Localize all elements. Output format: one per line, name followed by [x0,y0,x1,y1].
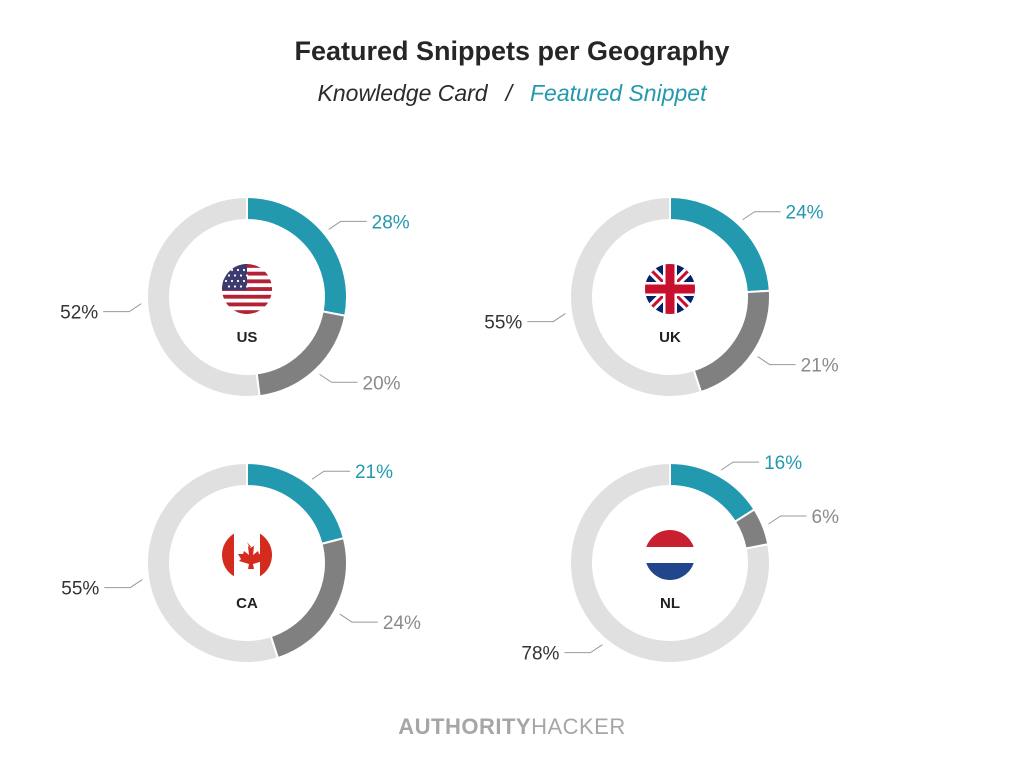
leader-line [103,303,142,313]
data-label-featured-snippet: 24% [786,203,824,224]
leader-line [527,313,566,323]
leader-line [757,356,796,366]
slice-other [146,195,261,398]
uk-flag-icon [645,264,695,314]
data-label-other: 52% [60,303,98,324]
data-label-featured-snippet: 21% [355,462,393,483]
data-label-featured-snippet: 28% [372,212,410,233]
slice-featured-snippet [246,461,346,546]
leader-line [768,515,807,525]
donut-ca: 21% 24% 55% CA [61,461,421,664]
us-flag-icon [222,264,272,314]
data-label-other: 55% [484,313,522,334]
data-label-other: 78% [521,644,559,665]
donut-nl: 16% 6% 78% NL [521,453,839,665]
chart-title: Featured Snippets per Geography [294,36,730,66]
legend-featured-snippet: Featured Snippet [530,80,707,106]
slice-other [569,195,703,398]
data-label-knowledge-card: 24% [383,613,421,634]
donut-us: 28% 20% 52% US [60,195,410,398]
slice-knowledge-card [692,289,771,394]
nl-flag-icon [645,530,695,580]
leader-line [339,613,378,623]
data-label-other: 55% [61,579,99,600]
leader-line [564,644,603,654]
data-label-knowledge-card: 6% [812,507,840,528]
data-label-knowledge-card: 21% [801,356,839,377]
leader-line [319,373,358,383]
country-label: CA [236,595,258,612]
data-label-knowledge-card: 20% [363,373,401,394]
leader-line [720,461,760,471]
leader-line [328,220,367,230]
legend: Knowledge Card / Featured Snippet [0,80,1024,107]
donut-uk: 24% 21% 55% UK [484,195,839,398]
leader-line [104,579,143,589]
data-label-featured-snippet: 16% [764,453,802,474]
country-label: UK [659,329,681,346]
slice-featured-snippet [669,461,756,524]
slice-knowledge-card [269,536,348,660]
country-label: NL [660,595,680,612]
brand-logo: AUTHORITYHACKER [398,714,626,739]
slice-other [146,461,280,664]
country-label: US [237,329,258,346]
ca-flag-icon [222,530,272,580]
legend-knowledge-card: Knowledge Card [317,80,488,106]
slice-other [569,461,771,664]
slice-knowledge-card [255,310,347,398]
legend-separator: / [505,80,512,106]
leader-line [311,470,350,480]
leader-line [742,211,781,221]
